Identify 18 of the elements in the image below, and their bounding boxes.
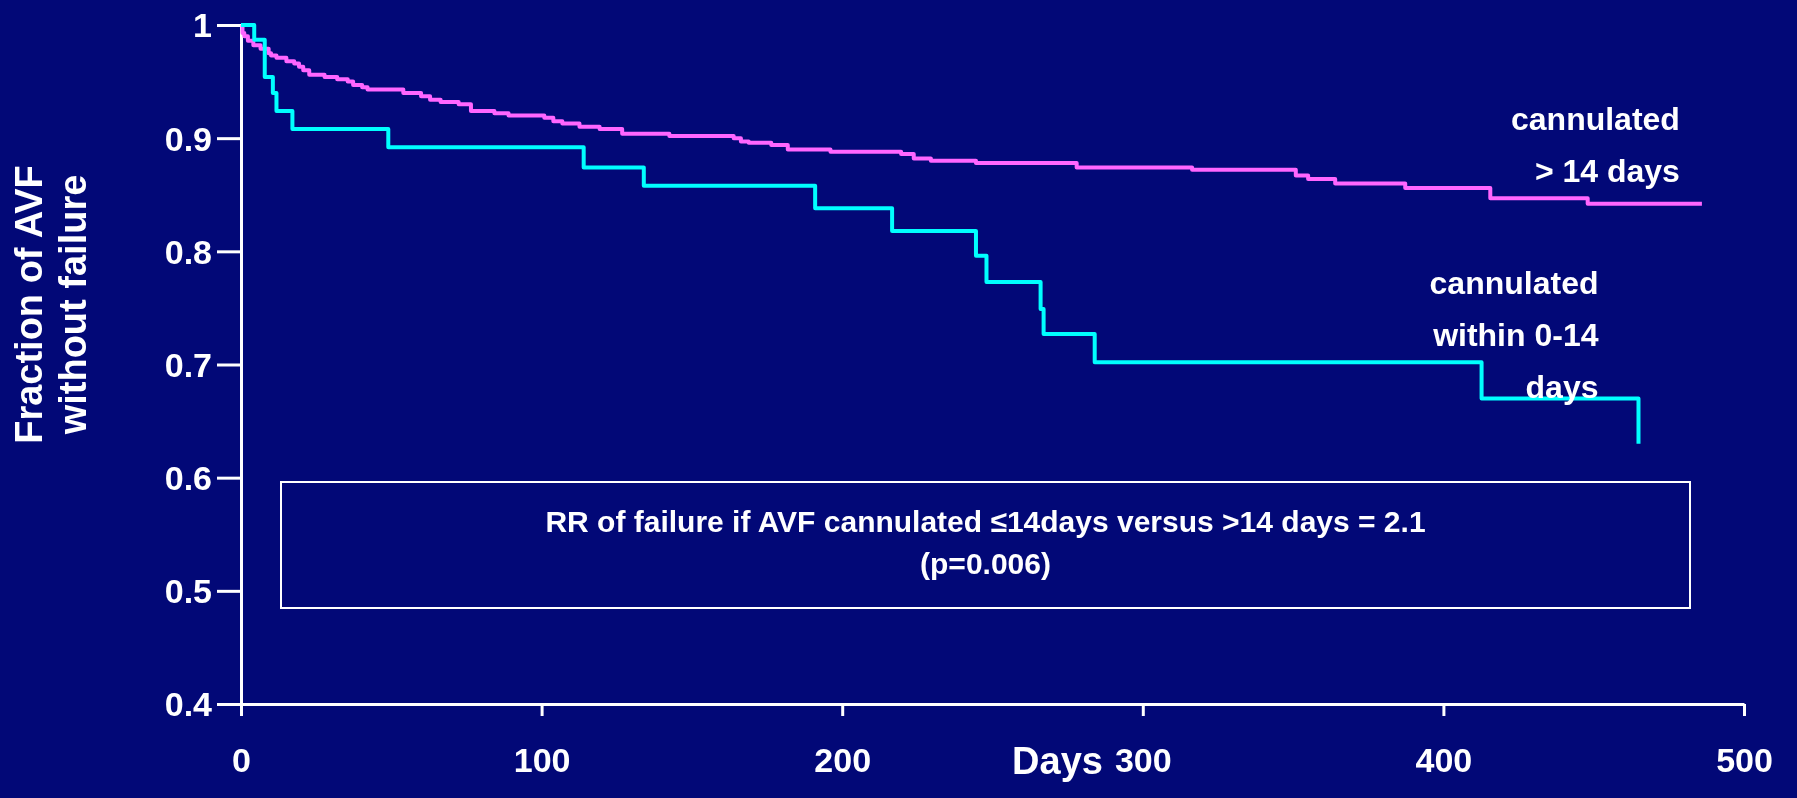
- x-tick-label: 400: [1415, 740, 1473, 779]
- annotation: RR of failure if AVF cannulated ≤14days versus >14 days = 2.1 (p=0.006): [545, 505, 1426, 580]
- x-tick-label: 200: [814, 740, 872, 779]
- y-tick-label: 0.5: [164, 572, 212, 611]
- x-tick-label: 0: [232, 740, 251, 779]
- x-tick-label: 500: [1716, 740, 1773, 779]
- series-label: cannulated within 0-14 days: [1429, 265, 1599, 406]
- series-label: cannulated > 14 days: [1510, 100, 1680, 189]
- y-tick-label: 1: [193, 6, 212, 45]
- y-tick-label: 0.7: [164, 345, 212, 384]
- x-tick-label: 300: [1114, 740, 1172, 779]
- x-tick-label: 100: [513, 740, 571, 779]
- x-axis-title: Days: [1012, 740, 1103, 782]
- y-tick-label: 0.4: [164, 685, 213, 724]
- y-axis-title: Fraction of AVF without failure: [8, 165, 94, 444]
- y-tick-label: 0.9: [164, 119, 212, 158]
- y-tick-label: 0.6: [164, 459, 212, 498]
- y-tick-label: 0.8: [164, 232, 212, 271]
